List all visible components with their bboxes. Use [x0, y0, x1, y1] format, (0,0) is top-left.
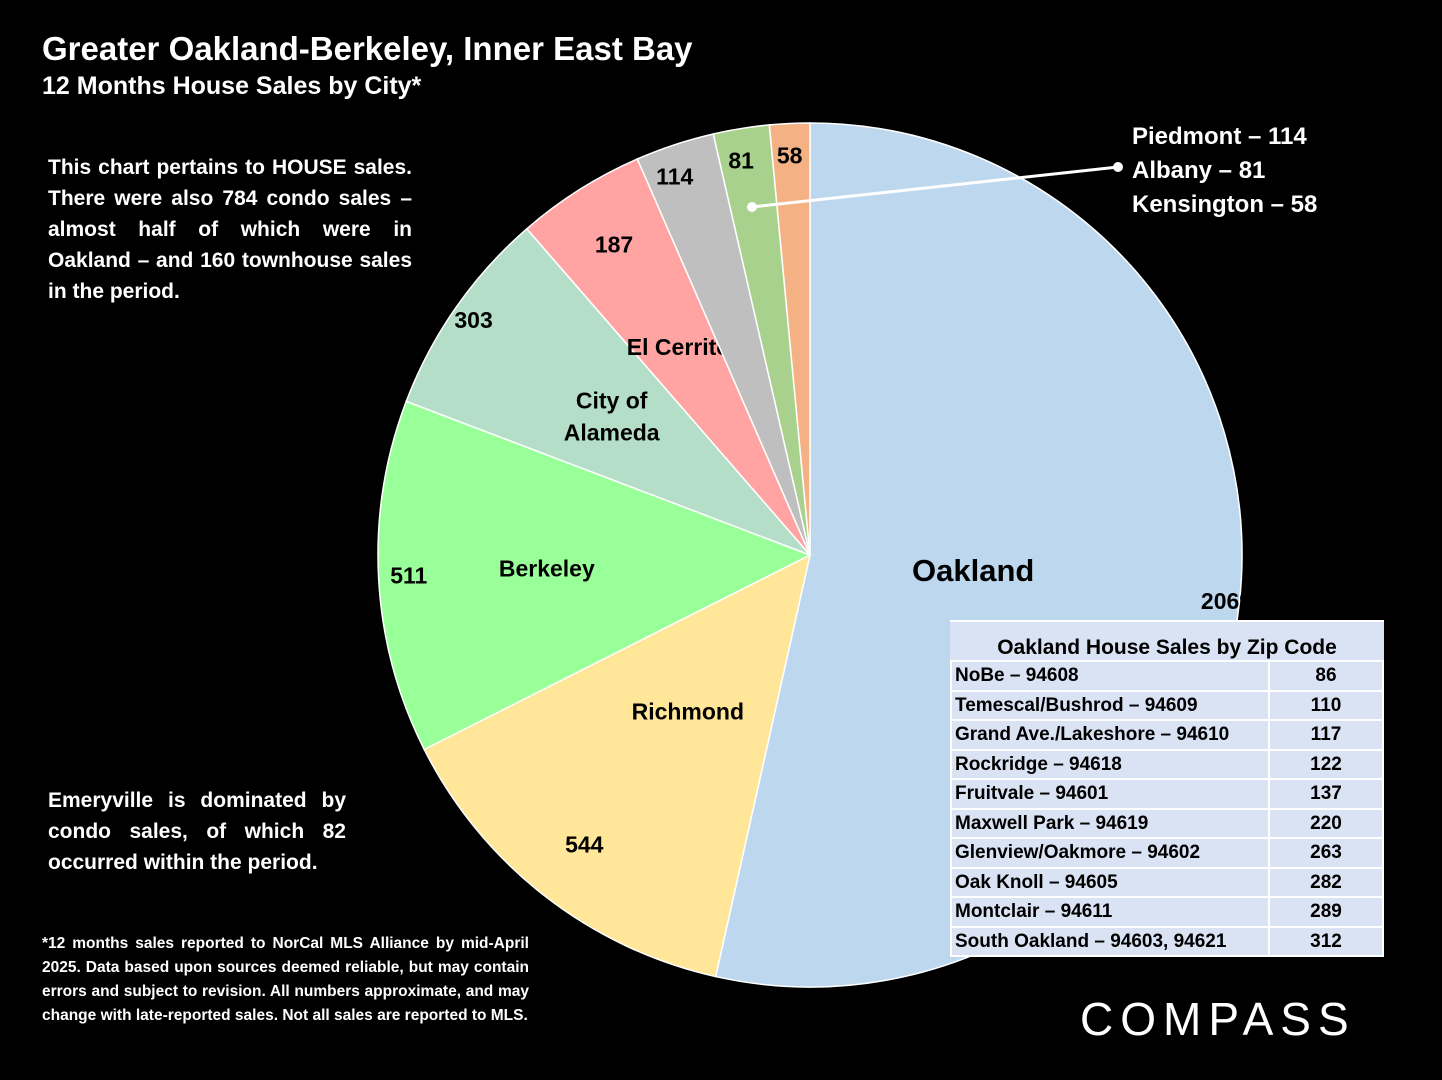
zip-area-cell: Montclair – 94611 [950, 896, 1270, 928]
table-row: NoBe – 94608 86 [950, 660, 1384, 692]
table-row: Temescal/Bushrod – 94609 110 [950, 689, 1384, 721]
zip-sales-cell: 122 [1268, 748, 1384, 780]
table-row: Montclair – 94611 289 [950, 896, 1384, 928]
slice-value-label: 2069 [1201, 588, 1252, 614]
table-row: Fruitvale – 94601 137 [950, 778, 1384, 810]
zip-area-cell: NoBe – 94608 [950, 660, 1270, 692]
small-cities-callout: Piedmont – 114 Albany – 81 Kensington – … [1132, 120, 1317, 222]
zip-sales-cell: 282 [1268, 866, 1384, 898]
slice-name-label: City of [576, 387, 648, 413]
pie-slice [405, 227, 811, 556]
slice-name-label: Oakland [912, 553, 1034, 588]
callout-leader-dot [1113, 162, 1123, 172]
zip-sales-cell: 86 [1268, 660, 1384, 692]
zip-sales-cell: 117 [1268, 719, 1384, 751]
table-row: Glenview/Oakmore – 94602 263 [950, 837, 1384, 869]
slice-value-label: 81 [728, 148, 754, 174]
table-row: South Oakland – 94603, 94621 312 [950, 925, 1384, 957]
zip-area-cell: Rockridge – 94618 [950, 748, 1270, 780]
slice-name-label: Alameda [564, 419, 660, 445]
callout-leader-line [751, 165, 1119, 209]
zip-sales-cell: 220 [1268, 807, 1384, 839]
slice-value-label: 58 [777, 142, 803, 168]
house-sales-note: This chart pertains to HOUSE sales. Ther… [48, 156, 412, 303]
zip-area-cell: Temescal/Bushrod – 94609 [950, 689, 1270, 721]
zip-sales-cell: 110 [1268, 689, 1384, 721]
callout-line: Kensington – 58 [1132, 191, 1318, 218]
pie-slice [377, 400, 812, 751]
zip-sales-cell: 137 [1268, 778, 1384, 810]
slice-name-label: Richmond [632, 699, 744, 725]
page-title: Greater Oakland-Berkeley, Inner East Bay [42, 30, 693, 67]
slice-value-label: 303 [454, 307, 492, 333]
footnote: *12 months sales reported to NorCal MLS … [42, 935, 529, 1024]
zip-area-cell: Grand Ave./Lakeshore – 94610 [950, 719, 1270, 751]
slice-value-label: 511 [390, 563, 427, 589]
table-row: Rockridge – 94618 122 [950, 748, 1384, 780]
table-row: Grand Ave./Lakeshore – 94610 117 [950, 719, 1384, 751]
zip-area-cell: Maxwell Park – 94619 [950, 807, 1270, 839]
zip-area-cell: Glenview/Oakmore – 94602 [950, 837, 1270, 869]
zip-sales-cell: 312 [1268, 925, 1384, 957]
emeryville-note: Emeryville is dominated by condo sales, … [48, 789, 346, 874]
compass-logo: COMPASS [1080, 993, 1356, 1045]
zip-sales-cell: 289 [1268, 896, 1384, 928]
zip-area-cell: South Oakland – 94603, 94621 [950, 925, 1270, 957]
pie-slice [423, 553, 812, 978]
slice-value-label: 187 [595, 231, 633, 257]
page-subtitle: 12 Months House Sales by City* [42, 72, 422, 100]
callout-leader-dot [747, 202, 757, 212]
slice-name-label: El Cerrito [627, 334, 731, 360]
zip-sales-cell: 263 [1268, 837, 1384, 869]
callout-line: Piedmont – 114 [1132, 123, 1307, 150]
table-row: Oak Knoll – 94605 282 [950, 866, 1384, 898]
zip-area-cell: Oak Knoll – 94605 [950, 866, 1270, 898]
zip-table-title: Oakland House Sales by Zip Code [950, 620, 1384, 660]
slice-value-label: 114 [656, 164, 693, 190]
zip-area-cell: Fruitvale – 94601 [950, 778, 1270, 810]
pie-slice [768, 122, 811, 556]
slice-name-label: Berkeley [499, 556, 595, 582]
zip-code-table: Oakland House Sales by Zip Code NoBe – 9… [950, 620, 1384, 957]
table-row: Maxwell Park – 94619 220 [950, 807, 1384, 839]
slice-value-label: 544 [565, 832, 604, 858]
callout-line: Albany – 81 [1132, 157, 1266, 184]
